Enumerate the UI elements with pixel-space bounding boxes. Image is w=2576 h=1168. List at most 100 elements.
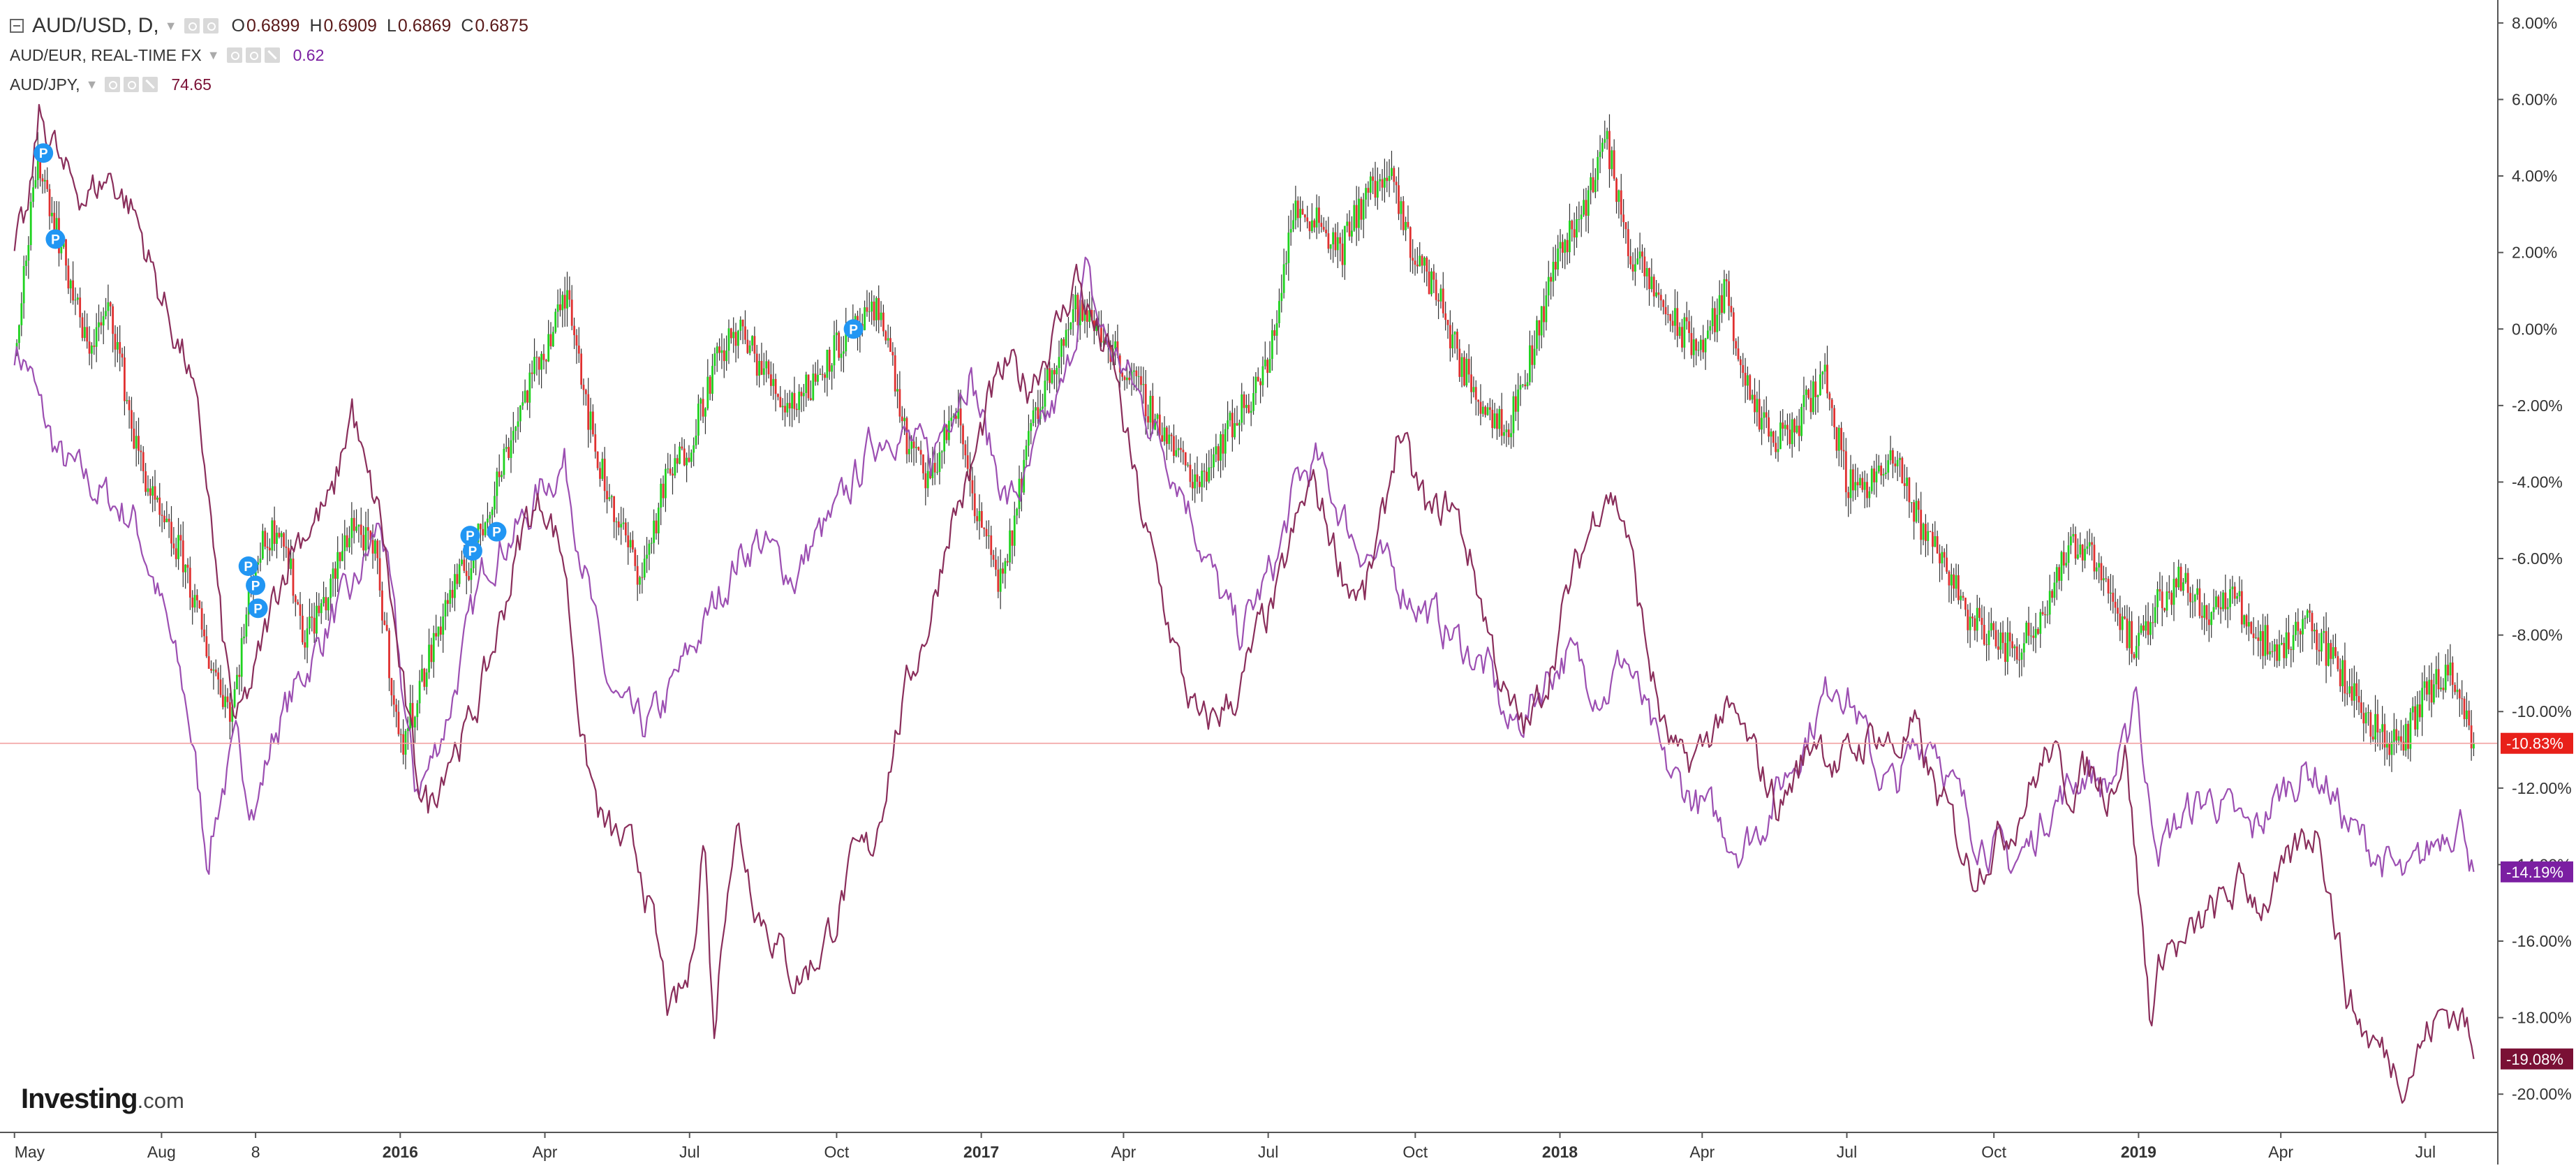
close-icon[interactable]	[142, 77, 158, 92]
candle-body	[1379, 179, 1382, 182]
candle-body	[1217, 446, 1220, 461]
candle-body	[840, 353, 843, 358]
candle-body	[46, 179, 49, 189]
candle-body	[1650, 276, 1653, 290]
candle-body	[318, 605, 320, 614]
event-marker-icon	[45, 229, 66, 249]
candle-body	[1913, 502, 1916, 522]
candle-body	[730, 328, 732, 339]
format-icon[interactable]	[202, 18, 219, 34]
candle-body	[1231, 413, 1234, 438]
candle-body	[648, 543, 651, 555]
candle-body	[1851, 469, 1854, 491]
candle-body	[2179, 566, 2182, 591]
candle-body	[1477, 399, 1479, 402]
format-icon[interactable]	[124, 77, 140, 92]
candle-body	[53, 212, 56, 235]
candle-body	[2117, 607, 2119, 614]
candle-body	[786, 403, 789, 413]
candle-body	[2004, 642, 2006, 663]
candle-body	[765, 361, 768, 369]
candle-body	[1308, 221, 1311, 232]
candle-body	[1374, 180, 1377, 198]
event-marker-label: P	[51, 232, 60, 247]
candle-body	[2411, 706, 2414, 713]
candle-body	[1566, 239, 1569, 253]
candle-body	[154, 486, 156, 500]
main-symbol[interactable]: AUD/USD, D,	[32, 14, 159, 37]
candle-body	[257, 562, 260, 565]
candle-body	[1446, 320, 1449, 325]
candle-body	[1735, 341, 1738, 349]
candle-body	[779, 397, 782, 408]
candle-body	[1426, 258, 1428, 272]
chevron-down-icon[interactable]: ▼	[164, 18, 177, 33]
sub2-symbol[interactable]: AUD/JPY,	[10, 75, 80, 94]
candle-body	[639, 577, 641, 585]
candle-body	[145, 471, 147, 492]
candle-body	[795, 408, 798, 411]
candle-body	[1210, 467, 1213, 468]
candle-body	[1922, 524, 1925, 540]
candle-body	[878, 297, 880, 320]
candle-body	[2175, 578, 2177, 588]
candle-body	[1006, 561, 1009, 563]
candle-body	[524, 390, 526, 403]
candle-body	[1182, 450, 1185, 452]
candle-body	[243, 636, 245, 639]
candle-body	[2364, 712, 2367, 724]
candle-body	[465, 570, 468, 577]
candle-body	[1322, 226, 1325, 230]
candle-body	[294, 596, 297, 603]
candle-body	[2402, 741, 2405, 751]
candle-body	[1332, 232, 1334, 244]
settings-icon[interactable]	[184, 18, 200, 34]
candle-body	[1742, 364, 1745, 374]
candle-body	[570, 300, 573, 326]
candle-body	[304, 642, 306, 648]
candle-body	[1725, 279, 1728, 281]
candle-body	[1144, 384, 1147, 417]
candle-body	[2360, 702, 2362, 714]
candle-body	[1254, 376, 1257, 394]
candle-body	[149, 488, 151, 496]
sub1-symbol[interactable]: AUD/EUR, REAL-TIME FX	[10, 45, 202, 64]
candle-body	[1018, 478, 1021, 510]
candle-body	[2032, 635, 2035, 638]
low-value: 0.6869	[397, 15, 452, 36]
candle-body	[2022, 643, 2025, 653]
candle-body	[1065, 330, 1067, 346]
candle-body	[2100, 563, 2103, 581]
candle-body	[1587, 190, 1590, 216]
candle-body	[51, 212, 53, 216]
close-icon[interactable]	[264, 47, 280, 63]
candle-body	[540, 353, 542, 370]
format-icon[interactable]	[245, 47, 261, 63]
candle-body	[1981, 618, 1983, 626]
candle-body	[2135, 646, 2138, 658]
chevron-down-icon[interactable]: ▼	[207, 47, 220, 62]
chevron-down-icon[interactable]: ▼	[85, 77, 98, 91]
candle-body	[641, 577, 644, 578]
candle-body	[917, 447, 920, 450]
candle-body	[461, 559, 463, 565]
candle-body	[545, 360, 547, 362]
candle-body	[1683, 317, 1686, 348]
candle-body	[1414, 260, 1416, 265]
candle-body	[1245, 404, 1248, 408]
candle-body	[1840, 427, 1843, 450]
candle-body	[1721, 295, 1723, 313]
candle-body	[1386, 177, 1389, 182]
candle-body	[2395, 729, 2398, 741]
candle-body	[655, 520, 658, 533]
candle-body	[1645, 267, 1648, 276]
candle-body	[533, 357, 535, 374]
candle-body	[1088, 310, 1091, 322]
candle-body	[1583, 200, 1585, 215]
candle-body	[617, 522, 620, 528]
settings-icon[interactable]	[105, 77, 121, 92]
settings-icon[interactable]	[226, 47, 242, 63]
collapse-icon[interactable]	[10, 19, 24, 33]
